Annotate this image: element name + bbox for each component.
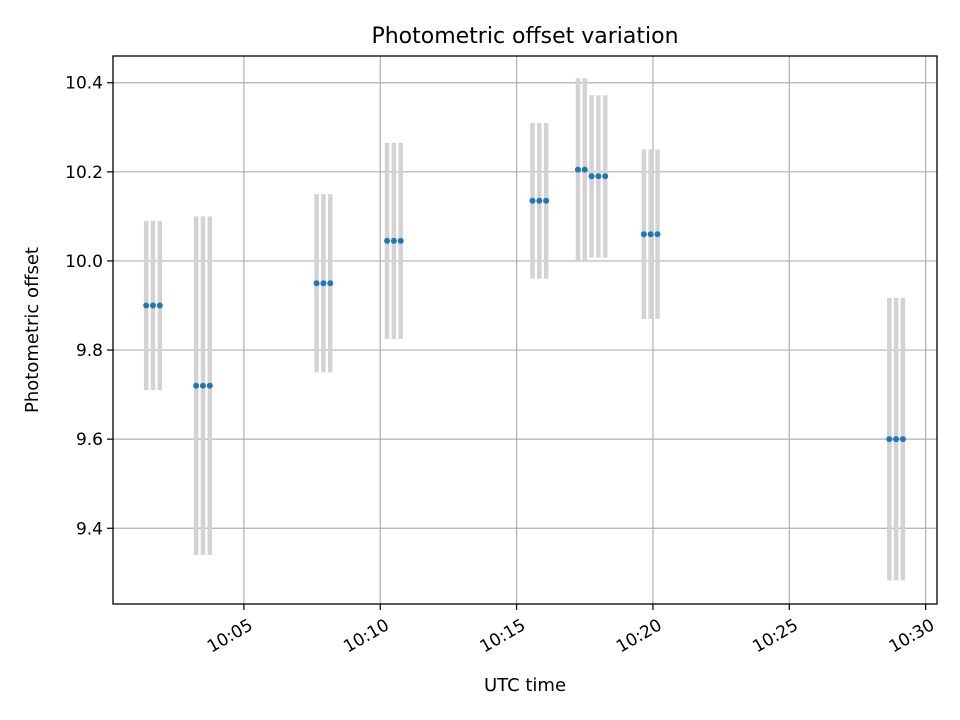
y-axis-ticks: 9.4 9.6 9.8 10.0 10.2 10.4 bbox=[65, 74, 113, 539]
y-tick-label: 10.2 bbox=[65, 163, 103, 183]
data-point bbox=[574, 166, 581, 173]
plot-frame bbox=[112, 55, 938, 605]
data-point bbox=[536, 197, 543, 204]
y-axis-label: Photometric offset bbox=[22, 247, 43, 413]
data-point bbox=[886, 436, 893, 443]
data-point bbox=[327, 280, 334, 287]
data-point bbox=[595, 173, 602, 180]
data-point bbox=[206, 382, 213, 389]
x-axis-label: UTC time bbox=[484, 675, 566, 696]
data-point bbox=[193, 382, 200, 389]
data-point bbox=[602, 173, 609, 180]
data-point bbox=[313, 280, 320, 287]
grid bbox=[113, 56, 937, 604]
y-tick-label: 10.0 bbox=[65, 252, 103, 272]
data-point bbox=[581, 166, 588, 173]
data-point bbox=[529, 197, 536, 204]
data-point bbox=[149, 302, 156, 309]
y-tick-label: 10.4 bbox=[65, 74, 103, 94]
data-point bbox=[320, 280, 327, 287]
data-point bbox=[199, 382, 206, 389]
chart-title: Photometric offset variation bbox=[371, 24, 678, 49]
data-points bbox=[143, 166, 906, 443]
data-point bbox=[156, 302, 163, 309]
data-point bbox=[899, 436, 906, 443]
data-point bbox=[893, 436, 900, 443]
data-point bbox=[588, 173, 595, 180]
y-tick-label: 9.8 bbox=[76, 341, 103, 361]
data-point bbox=[143, 302, 150, 309]
data-point bbox=[640, 231, 647, 238]
data-point bbox=[543, 197, 550, 204]
data-point bbox=[390, 237, 397, 244]
y-tick-label: 9.4 bbox=[76, 519, 103, 539]
data-point bbox=[397, 237, 404, 244]
data-point bbox=[654, 231, 661, 238]
data-point bbox=[647, 231, 654, 238]
data-point bbox=[384, 237, 391, 244]
y-tick-label: 9.6 bbox=[76, 430, 103, 450]
